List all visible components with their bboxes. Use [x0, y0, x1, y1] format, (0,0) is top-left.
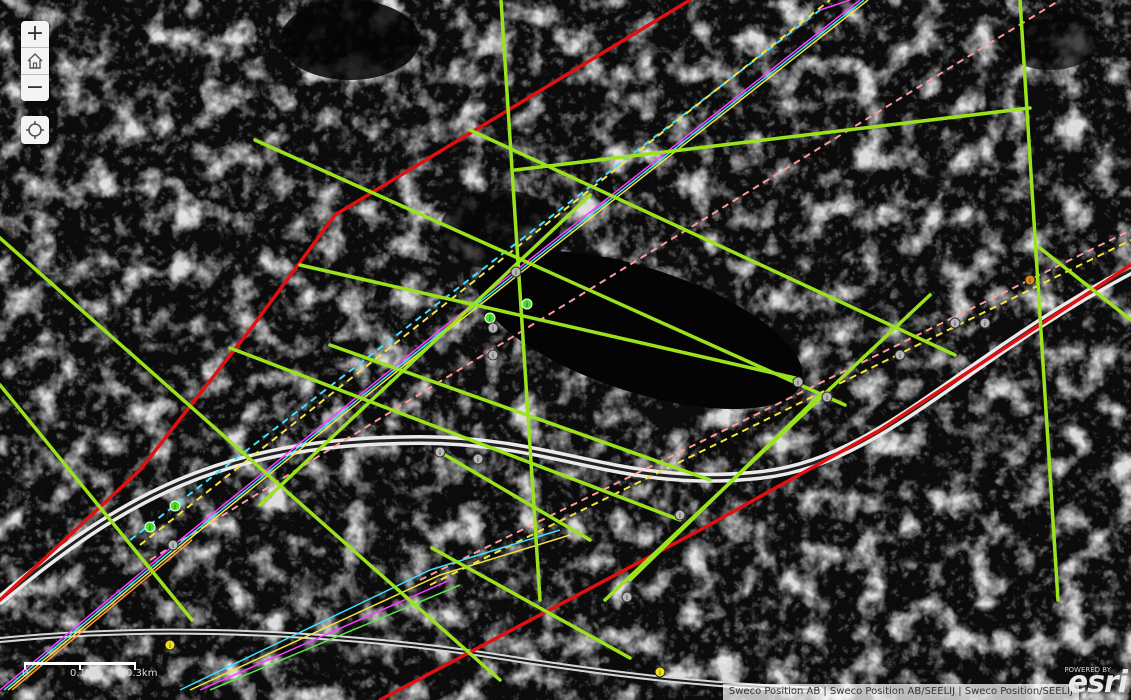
zoom-control: + −: [21, 21, 49, 101]
svg-text:i: i: [797, 379, 799, 387]
corridor-lines: [129, 0, 1131, 586]
svg-text:i: i: [489, 315, 491, 323]
home-button[interactable]: [21, 48, 49, 75]
svg-text:i: i: [515, 269, 517, 277]
svg-text:i: i: [954, 320, 956, 328]
svg-text:i: i: [526, 301, 528, 309]
green-marker[interactable]: i: [484, 312, 496, 324]
gray-marker[interactable]: i: [487, 322, 499, 334]
info-marker[interactable]: i: [164, 639, 176, 651]
gray-marker[interactable]: i: [487, 349, 499, 361]
scale-tick: [79, 662, 81, 670]
svg-text:i: i: [984, 320, 986, 328]
cross-section-lines: [0, 0, 1131, 682]
lower-road-center: [0, 630, 821, 691]
locate-icon: [26, 121, 44, 139]
gray-marker[interactable]: i: [894, 349, 906, 361]
dark-basin: [280, 0, 420, 80]
svg-text:i: i: [169, 642, 171, 650]
dark-basin: [1000, 10, 1100, 70]
esri-logo[interactable]: esri: [1067, 665, 1128, 700]
home-icon: [27, 53, 43, 69]
gray-marker[interactable]: i: [674, 509, 686, 521]
svg-text:i: i: [659, 669, 661, 677]
scale-label-mid: 0.15: [70, 668, 93, 679]
dashed-pink-line-east: [419, 229, 1131, 581]
scale-label-end: 0.3km: [126, 668, 158, 679]
svg-text:i: i: [1029, 277, 1031, 285]
dashed-yellow-line: [139, 0, 831, 546]
utility-bundle: [0, 0, 869, 691]
svg-text:i: i: [439, 449, 441, 457]
green-marker[interactable]: i: [144, 521, 156, 533]
gray-marker[interactable]: i: [434, 446, 446, 458]
svg-text:i: i: [477, 456, 479, 464]
scale-tick: [24, 662, 26, 670]
svg-text:i: i: [679, 512, 681, 520]
scale-tick: [134, 662, 136, 670]
green-marker[interactable]: i: [169, 500, 181, 512]
gray-marker[interactable]: i: [821, 391, 833, 403]
svg-text:i: i: [172, 542, 174, 550]
info-marker[interactable]: i: [654, 666, 666, 678]
svg-text:i: i: [899, 352, 901, 360]
svg-text:i: i: [626, 594, 628, 602]
zoom-out-button[interactable]: −: [21, 75, 49, 101]
svg-text:i: i: [149, 524, 151, 532]
green-marker[interactable]: i: [521, 298, 533, 310]
gray-marker[interactable]: i: [510, 266, 522, 278]
gray-marker[interactable]: i: [949, 317, 961, 329]
scale-label-zero: 0: [22, 668, 29, 679]
gray-marker[interactable]: i: [621, 591, 633, 603]
gray-marker[interactable]: i: [792, 376, 804, 388]
dashed-yellow-line-east: [429, 239, 1131, 586]
powered-by-text: POWERED BY: [1064, 666, 1111, 674]
svg-text:i: i: [174, 503, 176, 511]
zoom-in-button[interactable]: +: [21, 21, 49, 48]
dashed-pink-line: [149, 0, 1061, 561]
svg-text:i: i: [492, 325, 494, 333]
gray-marker[interactable]: i: [979, 317, 991, 329]
orange-marker[interactable]: i: [1024, 274, 1036, 286]
locate-button[interactable]: [21, 116, 49, 144]
gray-marker[interactable]: i: [472, 453, 484, 465]
svg-text:i: i: [826, 394, 828, 402]
lake: [477, 251, 803, 409]
scale-bar: 0 0.15 0.3km: [18, 658, 157, 682]
map-markers: i i i i i i i i i i i i i i i i i i i i: [144, 266, 1036, 678]
svg-text:i: i: [492, 352, 494, 360]
map-attribution[interactable]: Sweco Position AB | Sweco Position AB/SE…: [722, 684, 1079, 700]
gray-marker[interactable]: i: [167, 539, 179, 551]
